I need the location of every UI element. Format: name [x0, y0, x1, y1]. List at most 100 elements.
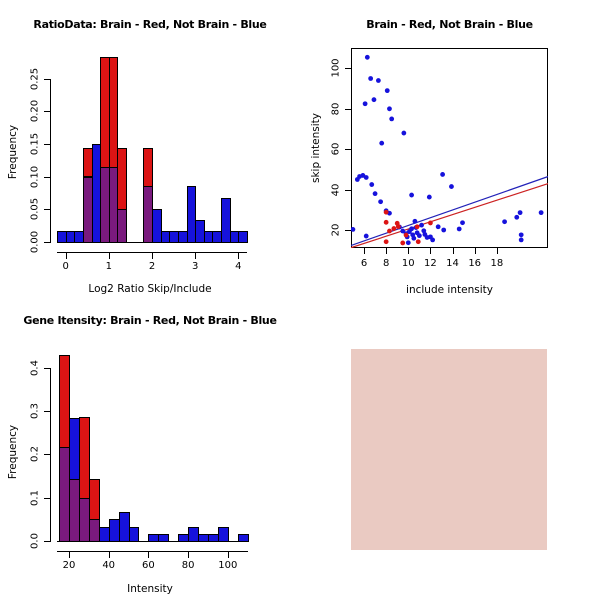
scatter-point-blue: [375, 78, 381, 83]
scatter-point-blue: [372, 191, 378, 197]
x-tick-label: 12: [424, 258, 437, 269]
y-tick-label: 20: [330, 223, 342, 237]
histogram-bar-segment: [221, 198, 231, 243]
scatter-point-blue: [460, 220, 465, 226]
scatter-point-blue: [363, 233, 369, 239]
x-tick-label: 10: [401, 258, 415, 269]
histogram-bar-segment: [217, 526, 229, 542]
scatter-point-blue: [400, 228, 406, 234]
plot-box-border: [351, 48, 548, 248]
y-axis-line: [49, 78, 51, 243]
x-tick-label: 60: [142, 560, 155, 571]
scatter-point-blue: [435, 224, 441, 230]
scatter-point-blue: [362, 101, 368, 107]
scatter-point-red: [387, 228, 392, 234]
x-tick-label: 100: [218, 560, 238, 571]
scatter-point-red: [428, 220, 433, 226]
regression-red: [351, 182, 548, 248]
scatter-point-blue: [428, 234, 433, 240]
scatter-point-blue: [456, 226, 462, 232]
y-tick-label: 0.10: [29, 165, 40, 188]
y-axis-tick: [345, 149, 351, 151]
scatter-point-blue: [441, 227, 447, 233]
x-tick-label: 2: [148, 261, 156, 272]
scatter-point-blue: [412, 218, 418, 224]
x-axis-tick: [452, 248, 454, 254]
scatter-point-blue: [440, 172, 445, 177]
scatter-point-blue: [421, 228, 427, 234]
y-axis-tick: [43, 176, 50, 178]
x-axis-label: Log2 Ratio Skip/Include: [88, 283, 212, 295]
x-axis-tick: [188, 551, 190, 558]
x-axis-tick: [108, 252, 110, 259]
x-axis-tick: [238, 252, 240, 259]
scatter-point-blue: [387, 106, 392, 112]
y-tick-label: 60: [330, 142, 342, 156]
scatter-point-blue: [426, 194, 432, 200]
histogram-bar-segment: [152, 209, 162, 243]
y-tick-label: 0.0: [29, 533, 40, 549]
x-tick-label: 16: [468, 258, 482, 269]
scatter-point-blue: [411, 235, 417, 241]
scatter-point-red: [394, 220, 400, 226]
y-axis-tick: [43, 78, 50, 80]
regression-blue: [351, 175, 548, 247]
scatter-point-blue: [405, 240, 411, 246]
y-tick-label: 0.15: [29, 132, 40, 156]
y-axis-tick: [345, 230, 351, 231]
x-tick-label: 4: [235, 261, 242, 272]
chart-title: Gene Itensity: Brain - Red, Not Brain - …: [23, 314, 277, 327]
probe-info-box: G7112956@J934641_RC@j_at altTxEnd Dscr1l…: [351, 349, 547, 550]
scatter-point-blue: [538, 210, 544, 216]
scatter-point-blue: [384, 88, 390, 94]
x-axis-tick: [474, 248, 476, 254]
scatter-point-blue: [368, 76, 374, 81]
y-axis-tick: [43, 541, 50, 542]
scatter-point-blue: [518, 232, 524, 238]
scatter-point-red: [415, 239, 421, 245]
x-axis-tick: [69, 551, 70, 558]
chart-title: RatioData: Brain - Red, Not Brain - Blue: [33, 18, 267, 31]
x-tick-label: 1: [105, 261, 113, 272]
x-tick-label: 18: [490, 258, 504, 269]
y-axis-label: Frequency: [7, 424, 19, 480]
scatter-point-blue: [379, 140, 385, 146]
scatter-point-red: [391, 226, 397, 231]
y-axis-tick: [43, 411, 50, 413]
scatter-point-blue: [363, 175, 369, 180]
y-tick-label: 40: [330, 183, 342, 196]
scatter-point-blue: [419, 222, 424, 228]
x-tick-label: 8: [382, 258, 390, 269]
scatter-point-blue: [409, 192, 415, 198]
y-axis-label: Frequency: [7, 124, 19, 180]
y-axis-tick: [43, 111, 50, 113]
y-tick-label: 0.2: [29, 446, 40, 463]
scatter-point-blue: [449, 184, 454, 189]
chart-title: Brain - Red, Not Brain - Blue: [366, 18, 533, 31]
histogram-bar-overlap-segment: [117, 209, 128, 243]
histogram-bar-segment: [117, 148, 128, 211]
scatter-point-red: [414, 224, 420, 230]
scatter-point-blue: [351, 226, 356, 232]
y-axis-tick: [43, 497, 50, 499]
scatter-point-blue: [364, 54, 370, 60]
y-tick-label: 0.4: [29, 359, 40, 376]
x-tick-label: 80: [181, 560, 195, 571]
y-tick-label: 80: [330, 102, 342, 116]
x-axis-tick: [227, 551, 229, 558]
x-tick-label: 6: [360, 258, 368, 269]
x-axis-tick: [364, 248, 365, 254]
scatter-point-red: [403, 232, 409, 238]
x-axis-tick: [108, 551, 110, 558]
y-axis-tick: [43, 454, 50, 456]
scatter-point-blue: [514, 214, 520, 220]
scatter-point-blue: [502, 219, 507, 225]
y-axis-tick: [43, 367, 50, 369]
histogram-bar-segment: [143, 148, 153, 188]
histogram-bar-segment: [237, 533, 249, 542]
histogram-bar-segment: [186, 186, 197, 243]
scatter-point-blue: [401, 130, 407, 136]
x-axis-tick: [408, 248, 410, 254]
y-axis-line: [49, 367, 51, 542]
